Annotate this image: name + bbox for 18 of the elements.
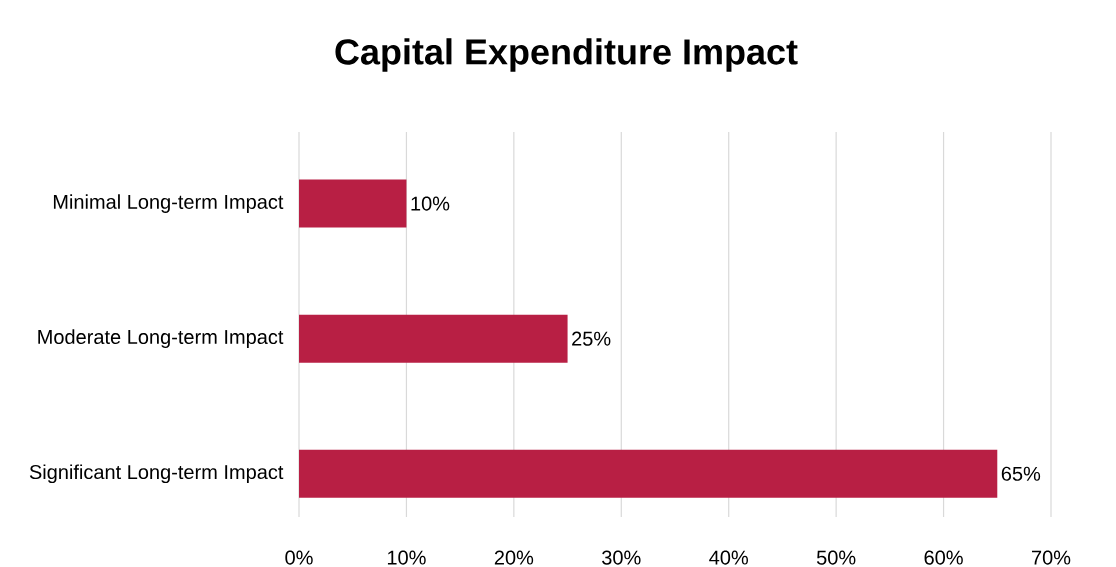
y-tick-label: Significant Long-term Impact xyxy=(29,464,284,484)
data-label: 10% xyxy=(411,196,450,211)
bar xyxy=(299,314,568,363)
x-tick-label: 60% xyxy=(924,550,963,565)
x-tick-label: 40% xyxy=(709,550,748,565)
y-tick-label: Minimal Long-term Impact xyxy=(53,194,284,213)
data-label: 65% xyxy=(1001,466,1041,481)
bar xyxy=(299,449,998,498)
chart-title: Capital Expenditure Impact xyxy=(335,38,798,72)
y-tick-label: Moderate Long-term Impact xyxy=(38,329,284,348)
data-label: 25% xyxy=(572,331,611,346)
x-tick-label: 50% xyxy=(816,550,856,565)
bar xyxy=(299,179,407,228)
x-tick-label: 20% xyxy=(494,550,534,565)
x-tick-label: 0% xyxy=(285,550,313,565)
x-tick-label: 70% xyxy=(1032,550,1071,565)
x-tick-label: 10% xyxy=(387,550,426,565)
x-tick-label: 30% xyxy=(602,550,641,565)
